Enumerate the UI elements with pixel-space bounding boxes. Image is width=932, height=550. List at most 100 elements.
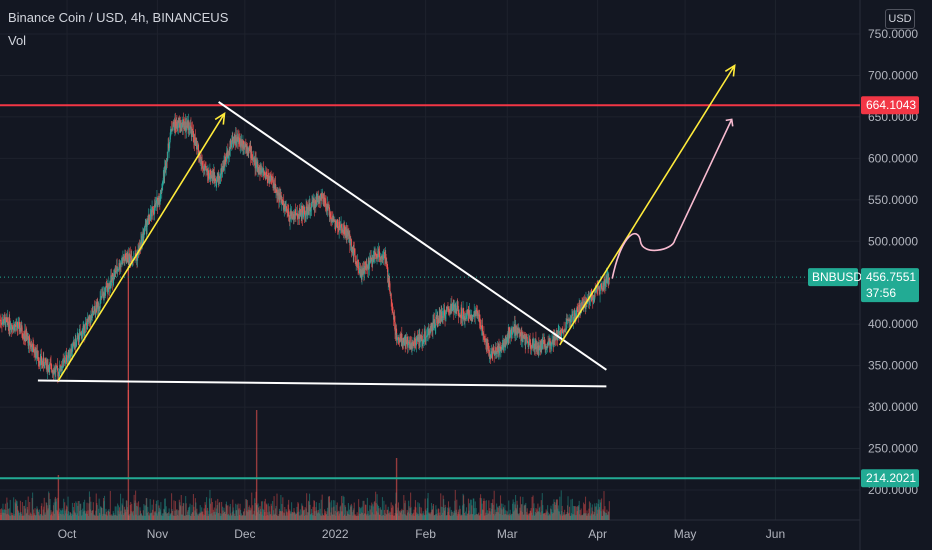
volume-bar	[203, 508, 205, 520]
volume-bar	[52, 505, 55, 520]
volume-bar	[571, 498, 573, 520]
volume-bar	[298, 515, 300, 520]
volume-bar	[313, 500, 315, 520]
volume-bar	[230, 515, 232, 520]
volume-bar	[58, 512, 60, 520]
candle-body	[427, 334, 429, 335]
candle-body	[153, 212, 155, 214]
candle-body	[97, 302, 99, 309]
candle-body	[325, 203, 327, 209]
volume-bar	[589, 502, 591, 520]
candle-body	[9, 318, 11, 329]
candle-body	[595, 291, 597, 293]
volume-bar	[274, 508, 277, 520]
volume-bar	[555, 502, 557, 520]
volume-bar	[425, 509, 427, 520]
candle-body	[0, 320, 2, 323]
candle-body	[602, 282, 605, 291]
volume-bar	[248, 505, 250, 520]
volume-bar	[276, 515, 279, 520]
volume-bar	[18, 515, 21, 520]
volume-bar	[416, 513, 418, 520]
volume-bar	[447, 511, 449, 520]
candle-body	[73, 342, 75, 346]
volume-bar	[551, 511, 553, 520]
candle-body	[71, 351, 73, 353]
volume-indicator-label[interactable]: Vol	[8, 33, 27, 48]
candle-body	[202, 164, 204, 169]
volume-bar	[38, 509, 40, 520]
volume-bar	[301, 505, 303, 520]
volume-bar	[135, 514, 137, 520]
candle-body	[241, 140, 243, 147]
volume-bar	[170, 513, 172, 520]
volume-bar	[16, 500, 18, 520]
volume-bar	[436, 509, 438, 520]
volume-bar	[186, 515, 188, 520]
candle-body	[391, 303, 393, 307]
candle-body	[519, 332, 521, 335]
volume-bar	[560, 515, 562, 520]
volume-bar	[71, 502, 73, 520]
volume-bar	[53, 513, 56, 520]
candle-body	[329, 213, 331, 218]
volume-bar	[415, 512, 417, 520]
volume-bar	[421, 514, 423, 520]
volume-bar	[341, 496, 343, 520]
volume-bar	[254, 498, 256, 520]
volume-bar	[471, 514, 473, 520]
volume-bar	[434, 514, 436, 520]
volume-bar	[336, 512, 338, 520]
volume-bar	[86, 513, 89, 520]
volume-bar	[363, 513, 366, 520]
currency-button[interactable]: USD	[885, 9, 915, 29]
volume-bar	[212, 509, 214, 520]
volume-bar	[529, 513, 531, 520]
candle-body	[143, 231, 145, 235]
volume-bar	[218, 502, 220, 520]
volume-bar	[376, 511, 378, 520]
volume-bar	[469, 499, 471, 520]
volume-bar	[49, 504, 51, 520]
volume-bar	[442, 512, 444, 520]
volume-bar	[380, 509, 382, 520]
candle-body	[496, 351, 498, 353]
candle-body	[376, 254, 378, 259]
volume-bar	[286, 511, 288, 520]
candle-body	[227, 150, 229, 159]
candle-body	[423, 339, 425, 343]
volume-bar	[524, 504, 526, 520]
volume-bar	[443, 499, 445, 520]
candle-body	[434, 327, 436, 329]
candle-body	[396, 339, 398, 341]
volume-bar	[223, 511, 226, 520]
volume-bar	[502, 507, 504, 520]
volume-bar	[569, 515, 572, 520]
volume-bar	[213, 507, 215, 520]
volume-bar	[226, 505, 228, 520]
candle-body	[297, 216, 299, 218]
volume-bar	[577, 505, 579, 520]
volume-bar	[526, 508, 528, 520]
volume-bar	[317, 512, 319, 520]
volume-bar	[40, 514, 42, 520]
candle-body	[183, 121, 185, 129]
volume-bar	[227, 513, 229, 520]
candle-body	[195, 142, 197, 144]
candle-body	[548, 342, 550, 346]
candle-body	[97, 301, 99, 303]
volume-bar	[95, 510, 97, 520]
volume-bar	[565, 514, 567, 520]
volume-bar	[14, 502, 16, 520]
x-tick-label: Oct	[58, 527, 77, 541]
candle-body	[570, 318, 572, 323]
volume-bar	[464, 511, 467, 520]
volume-bar	[93, 514, 95, 520]
volume-bar	[428, 513, 430, 520]
volume-bar	[303, 509, 305, 520]
volume-bar	[403, 514, 405, 520]
candle-body	[509, 331, 511, 338]
volume-bar	[89, 496, 91, 520]
volume-bar	[386, 509, 388, 520]
